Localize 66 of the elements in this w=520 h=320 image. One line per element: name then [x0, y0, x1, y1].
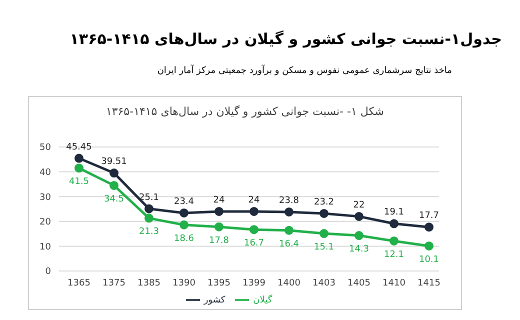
x-tick-label: 1400 [278, 278, 301, 288]
x-tick-label: 1405 [348, 278, 370, 288]
chart-title: جدول۱-نسبت جوانی کشور و گیلان در سال‌های ۱۴۱۵-۱۳۶۵ [70, 30, 502, 48]
point [284, 226, 294, 235]
data-label: 15.1 [314, 242, 334, 253]
point [250, 225, 258, 234]
y-tick-label: 50 [40, 143, 52, 154]
point [424, 241, 434, 250]
data-label: 16.4 [278, 239, 300, 250]
x-tick-label: 1399 [242, 278, 266, 288]
legend-label: گیلان [253, 295, 272, 306]
x-tick-label: 1365 [68, 278, 90, 288]
point [214, 222, 224, 232]
point [74, 164, 84, 173]
point [320, 229, 328, 238]
data-label: 23.8 [278, 196, 300, 206]
point [320, 208, 328, 218]
x-tick-label: 1395 [208, 278, 230, 288]
point [390, 236, 398, 246]
data-label: 10.1 [418, 254, 440, 265]
data-label: 45.45 [66, 142, 92, 152]
data-label: 18.6 [174, 234, 194, 244]
y-tick-label: 10 [40, 242, 52, 252]
point [144, 214, 154, 223]
data-label: 19.1 [384, 208, 404, 218]
data-label: 17.7 [418, 211, 440, 222]
data-label: 34.5 [104, 194, 124, 204]
data-label: 39.51 [101, 157, 127, 168]
data-label: 25.1 [138, 192, 160, 203]
point [390, 219, 398, 228]
data-label: 41.5 [68, 177, 90, 188]
point [284, 207, 294, 216]
data-label: 24 [248, 195, 260, 206]
x-tick-label: 1385 [138, 278, 160, 288]
point [74, 154, 84, 163]
x-tick-label: 1403 [312, 278, 336, 288]
x-tick-label: 1415 [418, 278, 440, 288]
point [180, 208, 188, 218]
point [110, 180, 118, 190]
point [250, 206, 258, 216]
data-label: 24 [213, 195, 225, 206]
point [180, 220, 188, 230]
data-label: 21.3 [138, 227, 160, 238]
point [214, 206, 224, 216]
chart-subtitle: شکل ۱- -نسبت جوانی کشور و گیلان در سال‌های ۱۴۱۵-۱۳۶۵ [104, 105, 386, 118]
y-tick-label: 40 [40, 168, 52, 178]
data-label: 14.3 [348, 244, 370, 255]
point [424, 222, 434, 232]
point [110, 168, 118, 178]
x-tick-label: 1390 [172, 278, 196, 288]
y-tick-label: 20 [40, 218, 52, 228]
text: ماخذ نتایج سرشماری عمومی نفوس و مسکن و برآورد جمعیتی مرکز آمار ایران [157, 66, 452, 76]
y-tick-label: 0 [45, 267, 52, 278]
data-label: 22 [353, 200, 365, 210]
x-tick-label: 1375 [102, 278, 126, 288]
data-label: 17.8 [208, 236, 230, 246]
point [144, 204, 154, 214]
x-tick-label: 1410 [382, 278, 406, 288]
point [354, 231, 364, 240]
point [354, 212, 364, 221]
data-label: 12.1 [384, 250, 404, 260]
data-label: 23.4 [174, 196, 194, 207]
data-label: 23.2 [314, 197, 334, 208]
data-label: 16.7 [244, 238, 264, 249]
y-tick-label: 30 [40, 192, 52, 203]
legend-label: کشور [204, 295, 226, 306]
